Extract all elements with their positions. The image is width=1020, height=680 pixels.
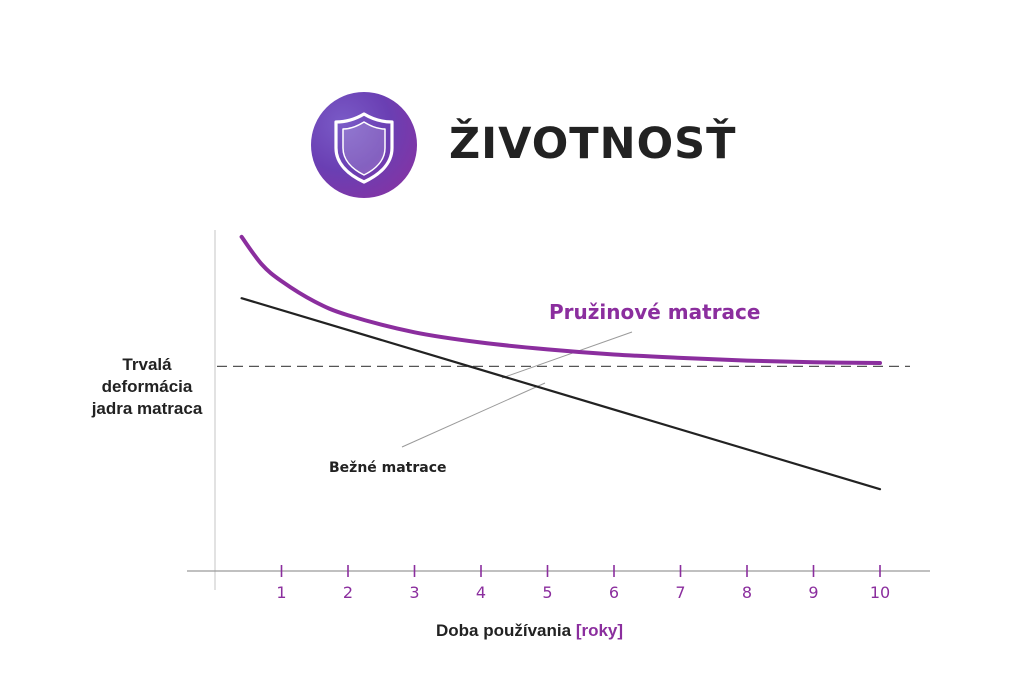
series-label-bezne: Bežné matrace [329,460,447,476]
x-tick-label: 1 [276,583,286,602]
series-label-pruzinove: Pružinové matrace [549,300,760,324]
page-title: ŽIVOTNOSŤ [449,119,737,169]
series-line-bezne [240,297,882,491]
leader-line-pruzinove [501,331,633,379]
x-tick-label: 7 [675,583,685,602]
chart-axes [187,230,930,590]
header: ŽIVOTNOSŤ [0,0,1020,200]
x-axis-label-unit: [roky] [575,621,624,640]
x-axis-label-text: Doba používania [436,621,572,640]
label-leader-lines [401,331,633,448]
shield-icon [334,112,394,184]
x-tick-label: 9 [808,583,818,602]
x-tick-label: 2 [343,583,353,602]
x-axis-ticks [280,565,881,577]
x-axis-label: Doba používania [roky] [436,621,623,641]
x-tick-label: 6 [609,583,619,602]
leader-line-bezne [401,382,546,448]
x-tick-label: 3 [409,583,419,602]
x-tick-label: 5 [542,583,552,602]
logo-badge [311,92,417,198]
x-tick-label: 4 [476,583,486,602]
x-axis-tick-labels: 1 2 3 4 5 6 7 8 9 10 [276,583,890,602]
y-axis-label: Trvalá deformácia jadra matraca [91,355,203,418]
x-tick-label: 8 [742,583,752,602]
x-tick-label: 10 [870,583,890,602]
series-line-pruzinove [239,234,882,365]
